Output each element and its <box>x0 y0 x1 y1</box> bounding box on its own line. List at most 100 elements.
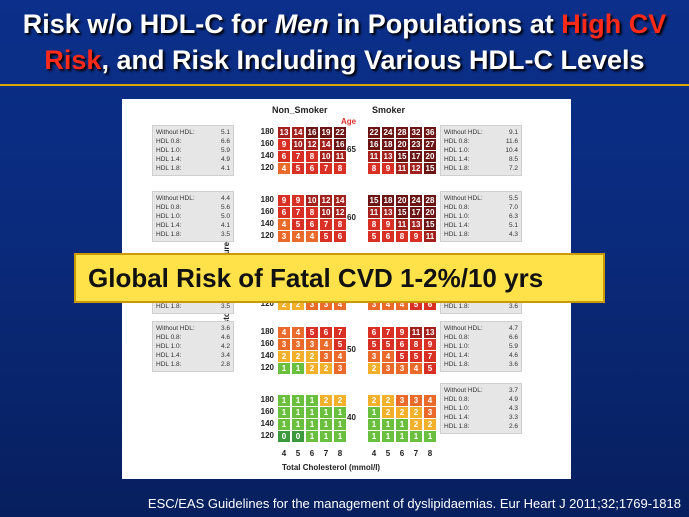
smoker-risk-cell: 18 <box>382 195 394 206</box>
hdl-label: HDL 0.8: <box>156 138 182 145</box>
nonsmoker-risk-cell: 1 <box>334 419 346 430</box>
hdl-label: HDL 1.0: <box>444 213 470 220</box>
smoker-risk-cell: 3 <box>424 407 436 418</box>
title-line-2: Risk, and Risk Including Various HDL-C L… <box>44 45 645 75</box>
hdl-value: 5.0 <box>220 213 230 220</box>
hdl-label: HDL 1.0: <box>444 405 470 412</box>
smoker-risk-cell: 20 <box>396 139 408 150</box>
smoker-risk-cell: 28 <box>396 127 408 138</box>
smoker-risk-cell: 2 <box>410 407 422 418</box>
nonsmoker-risk-cell: 10 <box>320 151 332 162</box>
smoker-risk-cell: 11 <box>368 207 380 218</box>
info-box-smoker: Without HDL: 3.7 HDL 0.8: 4.9 HDL 1.0: 4.3 HDL… <box>440 383 522 434</box>
nonsmoker-risk-cell: 5 <box>292 219 304 230</box>
smoker-risk-cell: 9 <box>396 327 408 338</box>
sbp-tick: 120 <box>260 363 274 372</box>
nonsmoker-risk-cell: 7 <box>292 207 304 218</box>
hdl-value: 2.6 <box>508 423 518 430</box>
smoker-risk-cell: 4 <box>410 363 422 374</box>
nonsmoker-risk-cell: 4 <box>278 163 290 174</box>
nonsmoker-risk-cell: 3 <box>278 339 290 350</box>
hdl-value: 6.3 <box>508 213 518 220</box>
hdl-value: 7.2 <box>508 165 518 172</box>
nonsmoker-risk-cell: 12 <box>334 207 346 218</box>
nonsmoker-risk-cell: 8 <box>306 207 318 218</box>
smoker-risk-cell: 8 <box>396 231 408 242</box>
nonsmoker-risk-cell: 22 <box>334 127 346 138</box>
nonsmoker-risk-cell: 7 <box>292 151 304 162</box>
sbp-tick: 140 <box>260 351 274 360</box>
cholesterol-tick: 6 <box>309 449 315 458</box>
smoker-risk-cell: 24 <box>410 195 422 206</box>
smoker-risk-cell: 2 <box>424 419 436 430</box>
smoker-risk-cell: 20 <box>424 207 436 218</box>
nonsmoker-risk-cell: 2 <box>292 299 304 310</box>
smoker-risk-cell: 1 <box>368 431 380 442</box>
sbp-tick: 160 <box>260 139 274 148</box>
hdl-label: HDL 1.8: <box>444 165 470 172</box>
hdl-label: HDL 1.8: <box>156 165 182 172</box>
hdl-value: 4.1 <box>220 222 230 229</box>
nonsmoker-risk-cell: 1 <box>292 395 304 406</box>
sbp-tick: 120 <box>260 299 274 308</box>
nonsmoker-risk-cell: 1 <box>306 395 318 406</box>
nonsmoker-risk-cell: 9 <box>278 139 290 150</box>
smoker-risk-cell: 2 <box>382 395 394 406</box>
hdl-label: HDL 1.8: <box>444 423 470 430</box>
smoker-risk-cell: 23 <box>410 139 422 150</box>
hdl-value: 10.4 <box>505 147 518 154</box>
smoker-risk-cell: 13 <box>424 327 436 338</box>
nonsmoker-risk-cell: 1 <box>292 407 304 418</box>
info-box-nonsmoker: Without HDL: 3.6 HDL 0.8: 4.6 HDL 1.0: 4.2 HDL… <box>152 321 234 372</box>
smoker-risk-cell: 7 <box>424 351 436 362</box>
cholesterol-tick: 6 <box>399 449 405 458</box>
hdl-label: HDL 1.4: <box>156 222 182 229</box>
smoker-risk-cell: 3 <box>396 363 408 374</box>
smoker-risk-cell: 1 <box>368 407 380 418</box>
cholesterol-tick: 8 <box>337 449 343 458</box>
nonsmoker-risk-cell: 2 <box>278 351 290 362</box>
nonsmoker-risk-cell: 1 <box>306 431 318 442</box>
smoker-risk-cell: 1 <box>424 431 436 442</box>
cholesterol-tick: 4 <box>281 449 287 458</box>
smoker-risk-cell: 4 <box>396 299 408 310</box>
smoker-risk-cell: 17 <box>410 207 422 218</box>
nonsmoker-risk-cell: 12 <box>320 195 332 206</box>
hdl-label: HDL 1.0: <box>156 147 182 154</box>
nonsmoker-risk-cell: 19 <box>320 127 332 138</box>
age-label: 40 <box>347 413 356 422</box>
nonsmoker-risk-cell: 4 <box>292 327 304 338</box>
nonsmoker-risk-cell: 5 <box>320 231 332 242</box>
sbp-tick: 180 <box>260 395 274 404</box>
sbp-tick: 120 <box>260 163 274 172</box>
age-label: 65 <box>347 145 356 154</box>
hdl-value: 3.5 <box>220 303 230 310</box>
nonsmoker-risk-cell: 16 <box>306 127 318 138</box>
smoker-risk-cell: 1 <box>382 431 394 442</box>
smoker-risk-cell: 5 <box>382 339 394 350</box>
cholesterol-tick: 7 <box>413 449 419 458</box>
smoker-risk-cell: 32 <box>410 127 422 138</box>
nonsmoker-risk-cell: 3 <box>306 339 318 350</box>
nonsmoker-risk-cell: 10 <box>292 139 304 150</box>
smoker-risk-cell: 6 <box>368 327 380 338</box>
hdl-label: Without HDL: <box>156 195 195 202</box>
nonsmoker-risk-cell: 3 <box>278 231 290 242</box>
nonsmoker-risk-cell: 8 <box>306 151 318 162</box>
hdl-value: 4.4 <box>220 195 230 202</box>
title-high-cv: High CV <box>561 9 667 39</box>
nonsmoker-risk-cell: 1 <box>306 419 318 430</box>
nonsmoker-risk-cell: 6 <box>320 327 332 338</box>
nonsmoker-risk-cell: 4 <box>278 219 290 230</box>
title-rule <box>0 84 689 86</box>
smoker-risk-cell: 2 <box>396 407 408 418</box>
smoker-risk-cell: 11 <box>396 219 408 230</box>
smoker-risk-cell: 20 <box>424 151 436 162</box>
smoker-risk-cell: 2 <box>368 395 380 406</box>
nonsmoker-risk-cell: 3 <box>320 299 332 310</box>
nonsmoker-risk-cell: 2 <box>292 351 304 362</box>
hdl-label: HDL 0.8: <box>444 334 470 341</box>
hdl-label: Without HDL: <box>156 129 195 136</box>
hdl-value: 8.5 <box>508 156 518 163</box>
smoker-risk-cell: 11 <box>410 327 422 338</box>
